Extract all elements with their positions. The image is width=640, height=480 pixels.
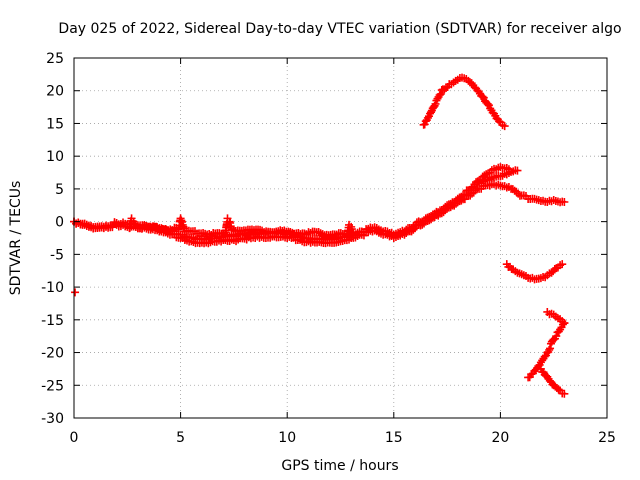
data-point-fill: [402, 225, 411, 234]
data-point: [500, 122, 509, 131]
y-tick-label: -30: [41, 411, 64, 427]
data-point: [560, 198, 569, 206]
y-tick-label: 5: [55, 182, 64, 198]
data-point: [483, 99, 492, 108]
y-tick-label: -15: [41, 313, 64, 329]
data-point: [71, 288, 80, 297]
data-point-fill: [546, 344, 555, 353]
x-tick-label: 0: [70, 430, 79, 446]
x-tick-label: 10: [278, 430, 296, 446]
data-point-fill: [545, 346, 554, 355]
data-point: [560, 319, 569, 328]
y-tick-label: -25: [41, 378, 64, 394]
data-point-fill: [540, 352, 549, 361]
y-tick-label: 15: [46, 116, 64, 132]
data-point-fill: [479, 93, 488, 102]
axes: 0 5 10 15 20 25 -30 -25 -20 -15 -10 -5 0 5 10 15 20 25: [41, 51, 616, 446]
data-point: [349, 229, 358, 238]
data-point-fill: [478, 92, 487, 101]
data-point: [560, 389, 569, 398]
data-point-fill: [423, 113, 432, 122]
data-point-fill: [460, 190, 469, 199]
data-point: [443, 201, 452, 210]
data-point-fill: [554, 327, 563, 336]
x-tick-label: 5: [176, 430, 185, 446]
data-point-fill: [552, 332, 561, 341]
data-point-fill: [554, 385, 563, 394]
x-tick-label: 25: [598, 430, 616, 446]
data-point: [558, 260, 567, 269]
x-tick-label: 15: [385, 430, 403, 446]
y-tick-label: -10: [41, 280, 64, 296]
y-tick-label: 0: [55, 215, 64, 231]
data-series: [70, 73, 569, 398]
data-point-fill: [446, 199, 455, 208]
plot-frame: [73, 57, 608, 419]
y-tick-label: -20: [41, 346, 64, 362]
x-tick-label: 20: [491, 430, 509, 446]
x-axis-label: GPS time / hours: [281, 458, 398, 474]
data-point: [513, 166, 522, 175]
data-point-fill: [409, 222, 418, 231]
data-point-fill: [435, 91, 444, 100]
y-axis-label: SDTVAR / TECUs: [8, 181, 24, 296]
data-point-fill: [426, 108, 435, 117]
y-tick-label: -5: [50, 247, 64, 263]
y-tick-label: 25: [46, 51, 64, 67]
y-tick-label: 10: [46, 149, 64, 165]
chart-title: Day 025 of 2022, Sidereal Day-to-day VTE…: [58, 21, 621, 37]
data-point-fill: [436, 90, 445, 99]
y-tick-label: 20: [46, 84, 64, 100]
